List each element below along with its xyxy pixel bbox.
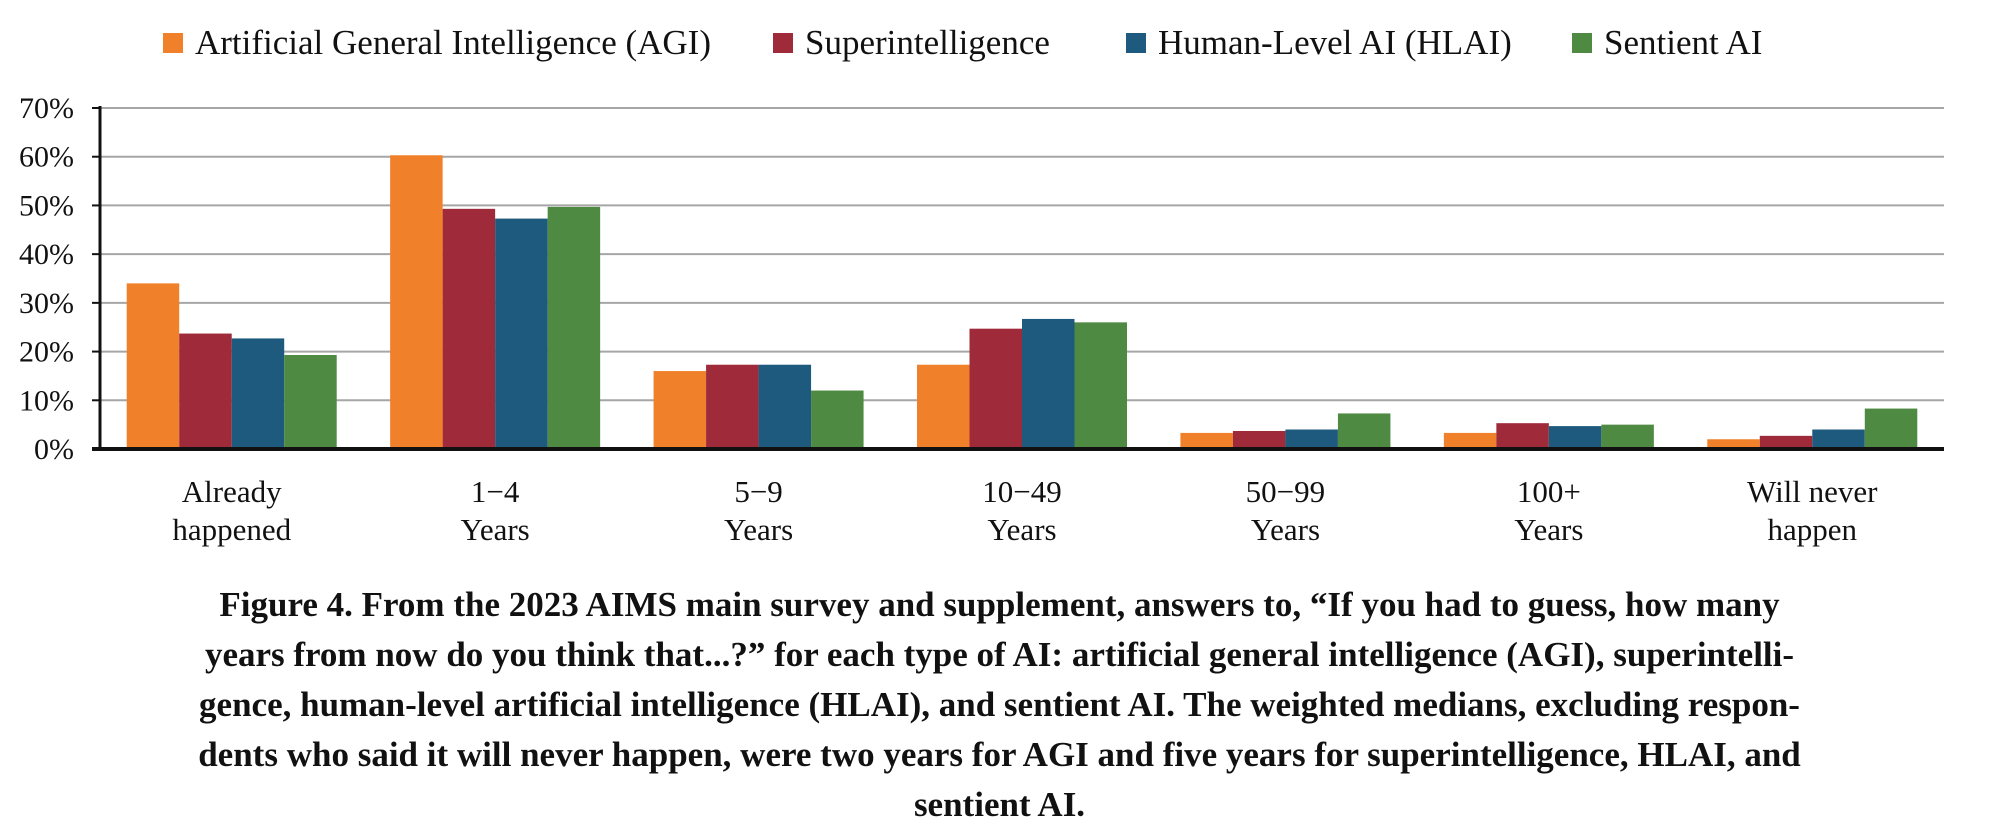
x-tick-label: happened <box>172 512 291 547</box>
figure-caption: Figure 4. From the 2023 AIMS main survey… <box>0 580 1999 830</box>
chart-legend: Artificial General Intelligence (AGI) Su… <box>0 18 1999 68</box>
bar <box>706 364 759 449</box>
y-tick-label: 60% <box>19 141 74 174</box>
bar <box>1180 432 1233 449</box>
bar <box>1496 423 1549 449</box>
bar <box>1074 322 1127 449</box>
bar <box>1812 429 1865 449</box>
caption-line: Figure 4. From the 2023 AIMS main survey… <box>219 585 1780 624</box>
bar <box>1864 408 1918 449</box>
bar <box>126 283 180 449</box>
bar <box>969 328 1022 449</box>
x-tick-label: 100+ <box>1517 474 1581 509</box>
legend-swatch-superintelligence <box>773 33 793 53</box>
y-tick-label: 30% <box>19 287 74 320</box>
bar <box>758 364 812 449</box>
legend-swatch-agi <box>163 33 183 53</box>
bar <box>179 333 232 449</box>
x-tick-label: 10−49 <box>982 474 1061 509</box>
caption-line: dents who said it will never happen, wer… <box>198 735 1801 774</box>
x-tick-label: 50−99 <box>1246 474 1325 509</box>
bar <box>1601 424 1654 449</box>
x-tick-label: Years <box>461 512 530 547</box>
y-tick-label: 20% <box>19 336 74 369</box>
legend-label-sentient: Sentient AI <box>1604 23 1763 62</box>
x-tick-label: Years <box>1251 512 1320 547</box>
legend-label-hlai: Human-Level AI (HLAI) <box>1158 23 1512 62</box>
bar <box>1707 439 1760 449</box>
bar <box>917 364 970 449</box>
caption-line: years from now do you think that...?” fo… <box>204 635 1795 674</box>
x-tick-label: Already <box>182 474 282 509</box>
legend-item-agi: Artificial General Intelligence (AGI) <box>163 18 711 68</box>
y-tick-label: 40% <box>19 238 74 271</box>
legend-item-superintelligence: Superintelligence <box>773 18 1050 68</box>
legend-label-superintelligence: Superintelligence <box>805 23 1050 62</box>
bar <box>390 155 443 449</box>
caption-line: sentient AI. <box>913 785 1086 824</box>
y-tick-label: 10% <box>19 384 74 417</box>
legend-label-agi: Artificial General Intelligence (AGI) <box>195 23 711 62</box>
x-tick-label: Years <box>987 512 1056 547</box>
bar <box>1759 435 1813 449</box>
x-tick-label: Will never <box>1747 474 1878 509</box>
legend-swatch-sentient <box>1572 33 1592 53</box>
legend-swatch-hlai <box>1126 33 1146 53</box>
bar <box>1337 413 1391 449</box>
y-tick-label: 70% <box>19 92 74 125</box>
bar <box>231 338 285 449</box>
x-tick-label: Years <box>1514 512 1583 547</box>
y-tick-label: 0% <box>34 433 74 466</box>
x-tick-label: happen <box>1768 512 1858 547</box>
bar <box>442 208 496 449</box>
x-tick-label: 1−4 <box>471 474 520 509</box>
bar <box>811 390 864 449</box>
bar <box>1232 430 1286 449</box>
bar <box>1548 426 1602 449</box>
bar <box>284 354 337 449</box>
legend-item-sentient: Sentient AI <box>1572 18 1762 68</box>
y-tick-label: 50% <box>19 189 74 222</box>
caption-line: gence, human-level artificial intelligen… <box>199 685 1800 724</box>
bar <box>547 206 601 449</box>
bar <box>1285 429 1338 449</box>
bar <box>1022 318 1075 449</box>
bar <box>653 371 707 449</box>
bar <box>495 218 548 449</box>
bar <box>1443 432 1497 449</box>
x-tick-label: 5−9 <box>734 474 782 509</box>
legend-item-hlai: Human-Level AI (HLAI) <box>1126 18 1512 68</box>
x-tick-label: Years <box>724 512 793 547</box>
